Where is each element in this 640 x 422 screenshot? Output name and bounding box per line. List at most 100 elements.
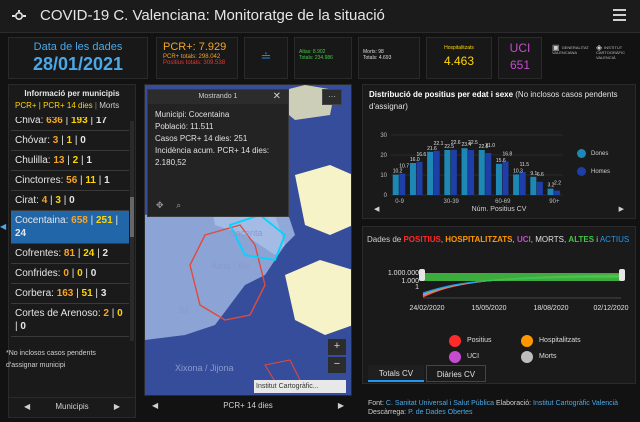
municipi-pcr: 2 <box>103 308 109 319</box>
data-source: Font: C. Sanitat Universal i Salut Públi… <box>362 397 636 417</box>
zoom-to-icon[interactable]: ⌕ <box>176 200 182 210</box>
hosp-indicator[interactable]: Hospitalitzats 4.463 <box>426 37 492 79</box>
municipi-morts: 3 <box>100 288 107 299</box>
value-separator: | <box>112 215 119 226</box>
morts-total: Totals: 4.693 <box>363 55 392 61</box>
pan-icon[interactable]: ✥ <box>156 200 164 210</box>
morts-indicator[interactable]: Morts: 98 Totals: 4.693 <box>358 37 420 79</box>
legend-dones: Dones <box>591 151 609 157</box>
bar-dones <box>461 148 468 195</box>
municipi-list-item[interactable]: Confrides: 0 | 0 | 0 <box>11 264 129 284</box>
more-options-button[interactable]: ··· <box>322 89 342 105</box>
list-scroll-thumb[interactable] <box>130 197 134 237</box>
source-font-label: Font: <box>368 400 386 407</box>
municipi-list-item[interactable]: Cirat: 4 | 3 | 0 <box>11 191 129 211</box>
altas-indicator[interactable]: Altas: 8.902 Totals: 234.986 <box>294 37 352 79</box>
age-sex-chart-panel: Distribució de positius per edat i sexe … <box>362 84 636 219</box>
prev-arrow-icon[interactable]: ◀ <box>24 402 31 411</box>
tab-diaries-cv[interactable]: Diàries CV <box>426 365 486 382</box>
tab-morts[interactable]: Morts <box>99 101 120 110</box>
uci-label: UCI <box>509 41 531 55</box>
ts-y-tick-label: 1 <box>415 284 419 291</box>
municipi-morts: 1 <box>86 155 92 166</box>
source-font-link[interactable]: C. Sanitat Universal i Salut Pública <box>385 400 495 407</box>
municipi-name: Chóvar: <box>15 135 51 146</box>
next-arrow-icon[interactable]: ▶ <box>113 402 120 411</box>
ts-altes-band <box>423 273 621 281</box>
equal-indicator[interactable]: ≐ <box>244 37 288 79</box>
municipis-field-tabs[interactable]: PCR+ | PCR+ 14 dies | Morts <box>15 101 135 110</box>
bar-data-label: 11.5 <box>520 162 530 168</box>
bar-dones <box>547 188 554 195</box>
y-tick-label: 30 <box>380 133 387 139</box>
bar-data-label: 9.1 <box>530 171 537 177</box>
bar-homes <box>502 161 509 195</box>
legend-dot-morts <box>521 351 533 363</box>
zoom-in-button[interactable]: + <box>328 339 346 355</box>
source-elab-link[interactable]: Institut Cartogràfic Valencià <box>533 400 619 407</box>
menu-icon[interactable] <box>613 9 626 22</box>
bar-chart-footer-label: Núm. Positius CV <box>471 206 527 213</box>
zoom-out-button[interactable]: − <box>328 357 346 373</box>
value-separator: | <box>72 135 81 146</box>
bar-homes <box>416 161 423 195</box>
ts-title-sep: , <box>563 235 569 244</box>
x-tick-label: 90+ <box>549 199 560 205</box>
municipi-list-item[interactable]: Chulilla: 13 | 2 | 1 <box>11 151 129 171</box>
source-desc-link[interactable]: P. de Dades Obertes <box>408 409 473 416</box>
app-header: COVID-19 C. Valenciana: Monitoratge de l… <box>0 0 640 33</box>
map-prev-arrow-icon[interactable]: ◀ <box>152 401 159 410</box>
ts-title-sep: , <box>440 235 446 244</box>
municipi-list-item[interactable]: Chiva: 636 | 193 | 17 <box>11 117 129 131</box>
municipi-list-item[interactable]: Cocentaina: 658 | 251 | 24 <box>11 211 129 244</box>
range-handle-right <box>619 269 625 281</box>
map-next-arrow-icon[interactable]: ▶ <box>337 401 344 410</box>
value-separator: | <box>75 248 84 259</box>
municipi-list-item[interactable]: Chóvar: 3 | 1 | 0 <box>11 131 129 151</box>
municipi-pcr14: 2 <box>72 155 79 166</box>
popup-body: Municipi: Cocentaina Població: 11.511 Ca… <box>148 104 288 174</box>
municipi-list-item[interactable]: Cortes de Arenoso: 2 | 0 | 0 <box>11 304 129 337</box>
bar-dones <box>530 176 537 195</box>
bar-homes <box>468 150 475 195</box>
map-attribution[interactable]: Institut Cartogràfic... <box>254 380 346 393</box>
ts-title-sep: , <box>530 235 536 244</box>
bar-data-label: 16.0 <box>410 157 420 163</box>
bar-data-label: 16.6 <box>416 152 426 158</box>
ts-y-tick-label: 1.000.000 <box>388 270 419 277</box>
hosp-label: Hospitalitzats <box>444 45 474 51</box>
hosp-value: 4.463 <box>443 54 475 68</box>
ts-legend-hosp: Hospitalitzats <box>539 337 581 344</box>
popup-poblacio: Població: 11.511 <box>155 122 214 131</box>
municipi-pcr14: 24 <box>83 248 95 259</box>
chart-next-arrow-icon[interactable]: ▶ <box>618 206 624 213</box>
pcr-indicator[interactable]: PCR+: 7.929 PCR+ totals: 298.042 Positiu… <box>156 37 238 79</box>
close-icon[interactable]: ✕ <box>272 91 281 102</box>
ts-x-tick-label: 24/02/2020 <box>409 305 444 312</box>
legend-dot-hosp <box>521 335 533 347</box>
bar-data-label: 21.0 <box>485 143 495 149</box>
chart-prev-arrow-icon[interactable]: ◀ <box>374 206 380 213</box>
y-tick-label: 0 <box>384 193 388 199</box>
date-value: 28/01/2021 <box>32 54 124 74</box>
expand-left-arrow-icon[interactable]: ◀ <box>0 222 7 231</box>
municipi-list-item[interactable]: Cofrentes: 81 | 24 | 2 <box>11 244 129 264</box>
uci-indicator[interactable]: UCI 651 <box>498 37 542 79</box>
municipis-list[interactable]: Chiva: 636 | 193 | 17 Chóvar: 3 | 1 | 0 Ch… <box>11 117 129 349</box>
municipi-list-item[interactable]: Corbera: 163 | 51 | 3 <box>11 284 129 304</box>
bar-data-label: 22.5 <box>479 144 489 150</box>
map-popup: Mostrando 1 ✕ Municipi: Cocentaina Pobla… <box>147 89 289 217</box>
gva-logo: ▣ GENERALITAT VALENCIANA <box>552 44 592 65</box>
municipi-list-item[interactable]: Cinctorres: 56 | 11 | 1 <box>11 171 129 191</box>
municipi-pcr14: 0 <box>77 268 83 279</box>
uci-value: 651 <box>509 58 531 72</box>
bar-homes <box>450 149 457 195</box>
tab-pcr[interactable]: PCR+ | PCR+ 14 dies <box>15 101 93 110</box>
municipi-name: Cortes de Arenoso: <box>15 308 101 319</box>
municipi-morts: 2 <box>102 248 109 259</box>
popup-municipi: Municipi: Cocentaina <box>155 110 230 119</box>
tab-totals-cv[interactable]: Totals CV <box>368 365 424 382</box>
value-separator: | <box>82 268 91 279</box>
